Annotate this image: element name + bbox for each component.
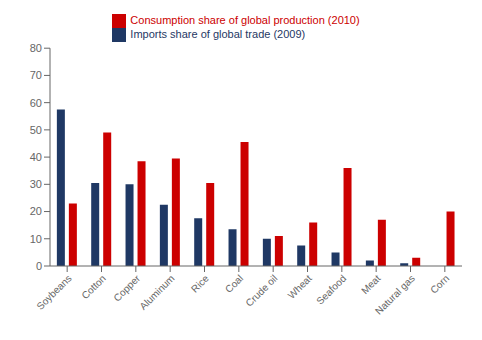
svg-text:Corn: Corn [428, 273, 451, 296]
svg-text:30: 30 [30, 178, 42, 190]
svg-text:40: 40 [30, 151, 42, 163]
html-text:Consumption share of global pr: Consumption share of global production (… [130, 14, 360, 26]
svg-text:70: 70 [30, 69, 42, 81]
svg-text:60: 60 [30, 97, 42, 109]
svg-text:Wheat: Wheat [286, 273, 314, 301]
svg-text:Seafood: Seafood [314, 273, 348, 307]
svg-text:50: 50 [30, 124, 42, 136]
svg-text:Coal: Coal [223, 273, 245, 295]
svg-text:Cotton: Cotton [79, 273, 108, 302]
svg-text:80: 80 [30, 42, 42, 54]
html-text:Imports share of global trade: Imports share of global trade (2009) [130, 28, 306, 41]
svg-text:Meat: Meat [359, 273, 383, 297]
svg-text:0: 0 [36, 260, 42, 272]
svg-text:Aluminum: Aluminum [137, 273, 176, 312]
svg-text:Soybeans: Soybeans [34, 273, 73, 312]
svg-text:10: 10 [30, 233, 42, 245]
svg-text:Crude oil: Crude oil [244, 273, 280, 309]
svg-text:Copper: Copper [111, 272, 142, 303]
svg-text:Natural gas: Natural gas [373, 273, 417, 317]
svg-text:20: 20 [30, 205, 42, 217]
svg-text:Rice: Rice [189, 272, 211, 294]
